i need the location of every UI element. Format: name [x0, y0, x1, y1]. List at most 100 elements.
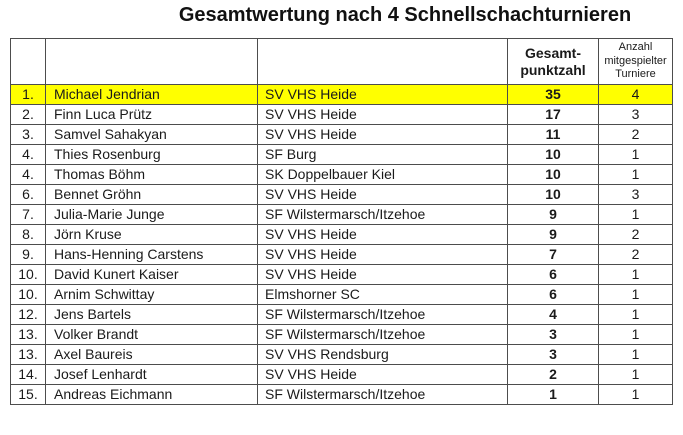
- table-row: 10. David Kunert Kaiser SV VHS Heide 6 1: [10, 264, 673, 285]
- cell-tournaments: 1: [598, 204, 673, 225]
- cell-name: Thomas Böhm: [45, 164, 258, 185]
- cell-points: 10: [507, 184, 599, 205]
- cell-tournaments: 1: [598, 344, 673, 365]
- cell-rank: 1.: [10, 84, 46, 105]
- cell-points: 7: [507, 244, 599, 265]
- cell-club: SF Burg: [257, 144, 508, 165]
- table-row: 4. Thies Rosenburg SF Burg 10 1: [10, 144, 673, 165]
- cell-name: Michael Jendrian: [45, 84, 258, 105]
- cell-points: 4: [507, 304, 599, 325]
- cell-tournaments: 1: [598, 284, 673, 305]
- cell-club: SV VHS Heide: [257, 184, 508, 205]
- cell-tournaments: 2: [598, 244, 673, 265]
- cell-points: 6: [507, 284, 599, 305]
- cell-rank: 13.: [10, 324, 46, 345]
- cell-club: SV VHS Heide: [257, 104, 508, 125]
- cell-club: SV VHS Heide: [257, 264, 508, 285]
- cell-rank: 10.: [10, 264, 46, 285]
- table-row: 15. Andreas Eichmann SF Wilstermarsch/Itze…: [10, 384, 673, 405]
- table-row: 2. Finn Luca Prütz SV VHS Heide 17 3: [10, 104, 673, 125]
- header-name: [45, 38, 258, 85]
- cell-rank: 6.: [10, 184, 46, 205]
- cell-points: 1: [507, 384, 599, 405]
- cell-name: Axel Baureis: [45, 344, 258, 365]
- cell-tournaments: 1: [598, 144, 673, 165]
- cell-club: SV VHS Heide: [257, 84, 508, 105]
- page-title: Gesamtwertung nach 4 Schnellschachturnie…: [178, 4, 632, 26]
- table-row: 7. Julia-Marie Junge SF Wilstermarsch/Itze…: [10, 204, 673, 225]
- table-row: 1. Michael Jendrian SV VHS Heide 35 4: [10, 84, 673, 105]
- cell-name: Samvel Sahakyan: [45, 124, 258, 145]
- cell-points: 9: [507, 224, 599, 245]
- standings-table: Gesamt- punktzahl Anzahl mitgespielter T…: [10, 38, 673, 405]
- cell-tournaments: 1: [598, 164, 673, 185]
- cell-rank: 14.: [10, 364, 46, 385]
- cell-name: Jens Bartels: [45, 304, 258, 325]
- cell-rank: 10.: [10, 284, 46, 305]
- cell-points: 35: [507, 84, 599, 105]
- cell-rank: 3.: [10, 124, 46, 145]
- cell-tournaments: 3: [598, 104, 673, 125]
- table-row: 10. Arnim Schwittay Elmshorner SC 6 1: [10, 284, 673, 305]
- cell-tournaments: 2: [598, 124, 673, 145]
- cell-tournaments: 1: [598, 324, 673, 345]
- cell-club: SV VHS Heide: [257, 244, 508, 265]
- cell-club: Elmshorner SC: [257, 284, 508, 305]
- cell-club: SV VHS Rendsburg: [257, 344, 508, 365]
- cell-name: David Kunert Kaiser: [45, 264, 258, 285]
- table-body: 1. Michael Jendrian SV VHS Heide 35 4 2. Finn …: [10, 84, 673, 405]
- cell-tournaments: 1: [598, 264, 673, 285]
- cell-points: 11: [507, 124, 599, 145]
- cell-rank: 4.: [10, 164, 46, 185]
- table-row: 13. Axel Baureis SV VHS Rendsburg 3 1: [10, 344, 673, 365]
- cell-tournaments: 1: [598, 364, 673, 385]
- cell-rank: 9.: [10, 244, 46, 265]
- cell-points: 10: [507, 144, 599, 165]
- cell-name: Jörn Kruse: [45, 224, 258, 245]
- cell-club: SF Wilstermarsch/Itzehoe: [257, 304, 508, 325]
- cell-tournaments: 1: [598, 384, 673, 405]
- cell-club: SV VHS Heide: [257, 124, 508, 145]
- table-row: 8. Jörn Kruse SV VHS Heide 9 2: [10, 224, 673, 245]
- cell-name: Hans-Henning Carstens: [45, 244, 258, 265]
- cell-rank: 2.: [10, 104, 46, 125]
- cell-rank: 15.: [10, 384, 46, 405]
- cell-club: SF Wilstermarsch/Itzehoe: [257, 204, 508, 225]
- cell-points: 17: [507, 104, 599, 125]
- cell-club: SV VHS Heide: [257, 224, 508, 245]
- table-header: Gesamt- punktzahl Anzahl mitgespielter T…: [10, 38, 673, 85]
- cell-tournaments: 2: [598, 224, 673, 245]
- cell-rank: 12.: [10, 304, 46, 325]
- cell-points: 9: [507, 204, 599, 225]
- table-row: 14. Josef Lenhardt SV VHS Heide 2 1: [10, 364, 673, 385]
- table-row: 6. Bennet Gröhn SV VHS Heide 10 3: [10, 184, 673, 205]
- cell-name: Thies Rosenburg: [45, 144, 258, 165]
- cell-club: SV VHS Heide: [257, 364, 508, 385]
- cell-tournaments: 3: [598, 184, 673, 205]
- header-total-points: Gesamt- punktzahl: [507, 38, 599, 85]
- cell-name: Bennet Gröhn: [45, 184, 258, 205]
- cell-rank: 4.: [10, 144, 46, 165]
- cell-rank: 7.: [10, 204, 46, 225]
- cell-name: Arnim Schwittay: [45, 284, 258, 305]
- cell-name: Finn Luca Prütz: [45, 104, 258, 125]
- cell-name: Andreas Eichmann: [45, 384, 258, 405]
- header-tournaments-played: Anzahl mitgespielter Turniere: [598, 38, 673, 85]
- cell-name: Julia-Marie Junge: [45, 204, 258, 225]
- table-row: 4. Thomas Böhm SK Doppelbauer Kiel 10 1: [10, 164, 673, 185]
- cell-name: Josef Lenhardt: [45, 364, 258, 385]
- cell-points: 2: [507, 364, 599, 385]
- cell-club: SF Wilstermarsch/Itzehoe: [257, 324, 508, 345]
- cell-points: 10: [507, 164, 599, 185]
- cell-tournaments: 4: [598, 84, 673, 105]
- table-row: 12. Jens Bartels SF Wilstermarsch/Itzehoe 4…: [10, 304, 673, 325]
- cell-rank: 8.: [10, 224, 46, 245]
- cell-name: Volker Brandt: [45, 324, 258, 345]
- cell-points: 3: [507, 344, 599, 365]
- header-rank: [10, 38, 46, 85]
- cell-tournaments: 1: [598, 304, 673, 325]
- table-row: 9. Hans-Henning Carstens SV VHS Heide 7 2: [10, 244, 673, 265]
- table-row: 3. Samvel Sahakyan SV VHS Heide 11 2: [10, 124, 673, 145]
- header-row: Gesamt- punktzahl Anzahl mitgespielter T…: [10, 38, 673, 85]
